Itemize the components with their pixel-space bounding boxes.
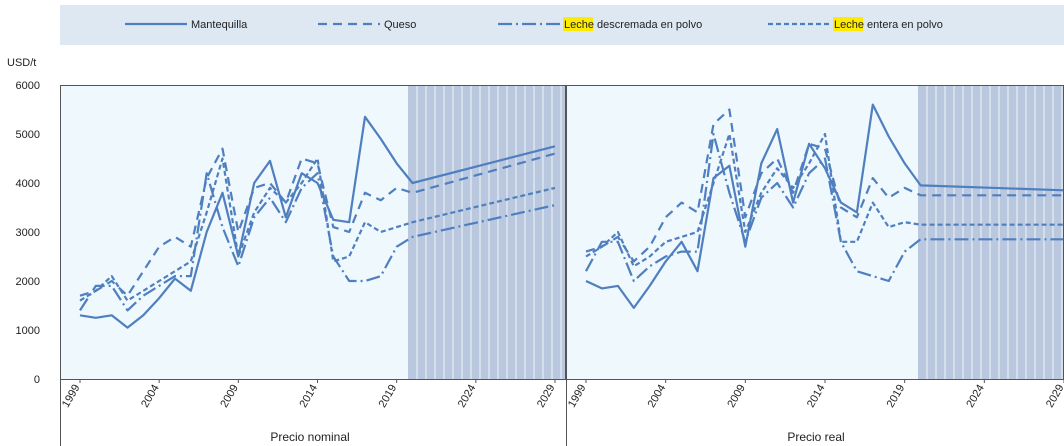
projection-area xyxy=(408,85,566,379)
x-tick-label: 2024 xyxy=(964,383,987,410)
series-line-3 xyxy=(585,132,1064,283)
legend-label-1: Mantequilla xyxy=(191,19,248,31)
legend-label-4: Leche entera en polvo xyxy=(834,19,943,31)
panel-real: 1999 2004 2009 2014 2019 2024 2029 xyxy=(566,85,1064,446)
x-tick-label: 2019 xyxy=(377,383,400,410)
y-unit-label: USD/t xyxy=(7,57,36,69)
x-tick-label: 2004 xyxy=(646,383,669,410)
legend-highlight-4 xyxy=(833,17,863,31)
legend-highlight-3 xyxy=(563,17,593,31)
series-line-1 xyxy=(79,115,556,329)
series-line-3 xyxy=(79,172,556,312)
series-line-2 xyxy=(79,147,556,297)
x-tick-label: 2009 xyxy=(218,383,241,410)
x-tick-label: 2014 xyxy=(805,383,828,410)
x-tick-label: 2014 xyxy=(297,383,320,410)
series-line-2 xyxy=(585,108,1064,263)
legend-label-3: Leche descremada en polvo xyxy=(564,19,702,31)
y-tick-label: 5000 xyxy=(16,129,40,141)
legend: Mantequilla Queso Leche descremada en polv… xyxy=(60,5,1064,45)
legend-background xyxy=(60,5,1064,45)
x-tick-label: 2019 xyxy=(885,383,908,410)
x-tick-label: 2029 xyxy=(1044,383,1064,410)
panel-nominal: 1999 2004 2009 2014 2019 2024 2029 xyxy=(60,85,566,446)
y-tick-label: 1000 xyxy=(16,325,40,337)
y-tick-label: 3000 xyxy=(16,227,40,239)
y-tick-label: 0 xyxy=(34,374,40,386)
y-axis: 0 1000 2000 3000 4000 5000 6000 xyxy=(16,80,40,386)
y-tick-label: 2000 xyxy=(16,276,40,288)
projection-area xyxy=(918,85,1064,379)
x-tick-label: 1999 xyxy=(566,383,589,410)
projection-shading xyxy=(918,85,1064,379)
x-tick-label: 2004 xyxy=(139,383,162,410)
x-tick-label: 1999 xyxy=(60,383,83,410)
y-tick-label: 6000 xyxy=(16,80,40,92)
legend-label-2: Queso xyxy=(384,19,416,31)
projection-shading xyxy=(408,85,566,379)
panel-title-real: Precio real xyxy=(787,430,844,444)
y-tick-label: 4000 xyxy=(16,178,40,190)
x-tick-label: 2029 xyxy=(535,383,558,410)
series-line-1 xyxy=(585,103,1064,309)
series-line-4 xyxy=(585,132,1064,268)
series-line-4 xyxy=(79,157,556,302)
x-tick-label: 2024 xyxy=(456,383,479,410)
panel-title-nominal: Precio nominal xyxy=(270,430,349,444)
x-tick-label: 2009 xyxy=(725,383,748,410)
plot-frame xyxy=(60,85,566,380)
